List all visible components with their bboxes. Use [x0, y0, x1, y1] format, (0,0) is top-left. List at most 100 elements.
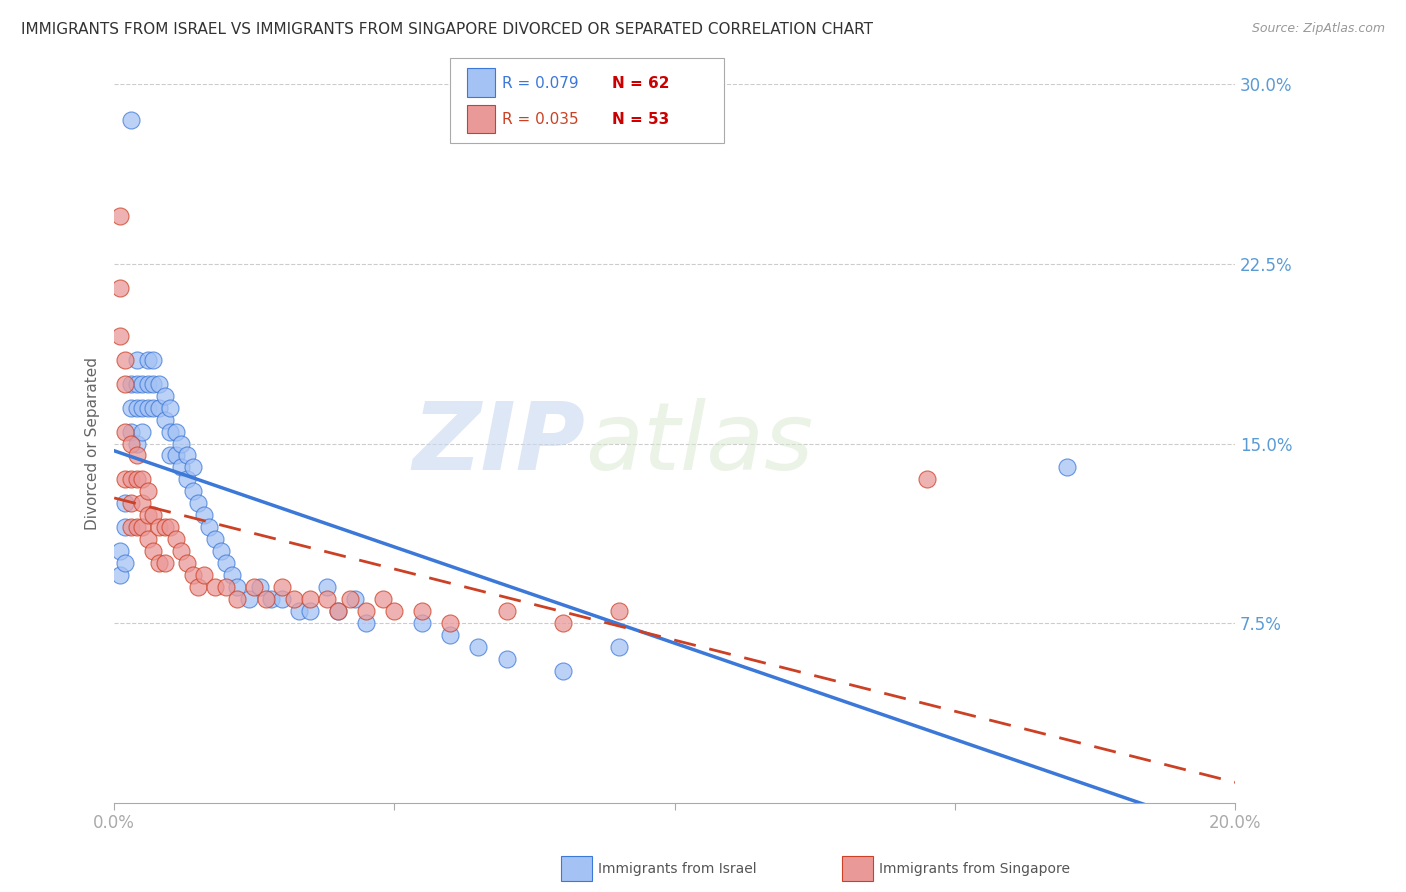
Point [153, 520, 176, 534]
Point [316, 592, 339, 607]
Point [142, 544, 165, 558]
Point [120, 425, 142, 439]
Point [260, 592, 283, 607]
Point [120, 376, 142, 391]
Point [114, 496, 136, 510]
Point [339, 592, 361, 607]
Point [215, 580, 238, 594]
Point [114, 472, 136, 486]
Point [159, 449, 181, 463]
Point [1056, 460, 1078, 475]
Point [238, 592, 260, 607]
Point [131, 496, 153, 510]
Point [271, 592, 294, 607]
Point [283, 592, 305, 607]
Point [181, 460, 204, 475]
Point [176, 449, 198, 463]
Point [120, 520, 142, 534]
Text: Immigrants from Israel: Immigrants from Israel [598, 862, 756, 876]
Point [204, 533, 226, 547]
Point [249, 580, 271, 594]
Point [243, 580, 266, 594]
Point [187, 496, 209, 510]
Point [467, 640, 489, 654]
Point [176, 556, 198, 570]
Point [120, 401, 142, 415]
Point [131, 472, 153, 486]
Point [131, 520, 153, 534]
Point [125, 449, 148, 463]
Point [299, 604, 322, 618]
Point [114, 520, 136, 534]
Point [170, 460, 193, 475]
Point [187, 580, 209, 594]
Text: Immigrants from Singapore: Immigrants from Singapore [879, 862, 1070, 876]
Point [108, 544, 131, 558]
Point [495, 652, 517, 666]
Point [181, 568, 204, 582]
Point [148, 376, 170, 391]
Point [356, 615, 378, 630]
Point [344, 592, 367, 607]
Point [607, 604, 630, 618]
Point [159, 425, 181, 439]
Point [209, 544, 232, 558]
Point [131, 401, 153, 415]
Point [136, 401, 159, 415]
Point [170, 436, 193, 450]
Point [288, 604, 311, 618]
Point [411, 615, 433, 630]
Point [136, 508, 159, 523]
Text: R = 0.035: R = 0.035 [502, 112, 578, 128]
Point [411, 604, 433, 618]
Point [131, 376, 153, 391]
Point [551, 664, 574, 678]
Point [328, 604, 350, 618]
Point [159, 401, 181, 415]
Point [136, 376, 159, 391]
Y-axis label: Divorced or Separated: Divorced or Separated [86, 357, 100, 530]
Point [356, 604, 378, 618]
Point [165, 449, 187, 463]
Point [148, 520, 170, 534]
Point [120, 496, 142, 510]
Text: Source: ZipAtlas.com: Source: ZipAtlas.com [1251, 22, 1385, 36]
Point [108, 328, 131, 343]
Point [125, 436, 148, 450]
Point [316, 580, 339, 594]
Point [148, 401, 170, 415]
Point [384, 604, 406, 618]
Point [176, 472, 198, 486]
Point [328, 604, 350, 618]
Point [159, 520, 181, 534]
Point [136, 533, 159, 547]
Point [226, 580, 249, 594]
Point [142, 508, 165, 523]
Point [299, 592, 322, 607]
Point [439, 615, 461, 630]
Text: N = 53: N = 53 [612, 112, 669, 128]
Point [148, 556, 170, 570]
Point [153, 556, 176, 570]
Point [198, 520, 221, 534]
Point [108, 209, 131, 223]
Point [271, 580, 294, 594]
Point [125, 520, 148, 534]
Point [204, 580, 226, 594]
Point [373, 592, 395, 607]
Point [120, 472, 142, 486]
Point [108, 568, 131, 582]
Point [607, 640, 630, 654]
Point [142, 352, 165, 367]
Text: R = 0.079: R = 0.079 [502, 76, 578, 91]
Point [114, 352, 136, 367]
Text: IMMIGRANTS FROM ISRAEL VS IMMIGRANTS FROM SINGAPORE DIVORCED OR SEPARATED CORREL: IMMIGRANTS FROM ISRAEL VS IMMIGRANTS FRO… [21, 22, 873, 37]
Point [165, 425, 187, 439]
Point [181, 484, 204, 499]
Point [142, 376, 165, 391]
Text: ZIP: ZIP [412, 398, 585, 490]
Text: atlas: atlas [585, 398, 813, 489]
Point [125, 401, 148, 415]
Point [193, 568, 215, 582]
Point [131, 425, 153, 439]
